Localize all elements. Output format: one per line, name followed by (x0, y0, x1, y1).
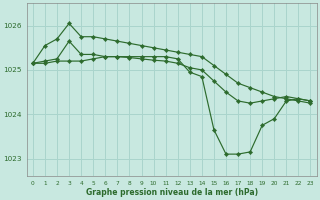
X-axis label: Graphe pression niveau de la mer (hPa): Graphe pression niveau de la mer (hPa) (86, 188, 258, 197)
